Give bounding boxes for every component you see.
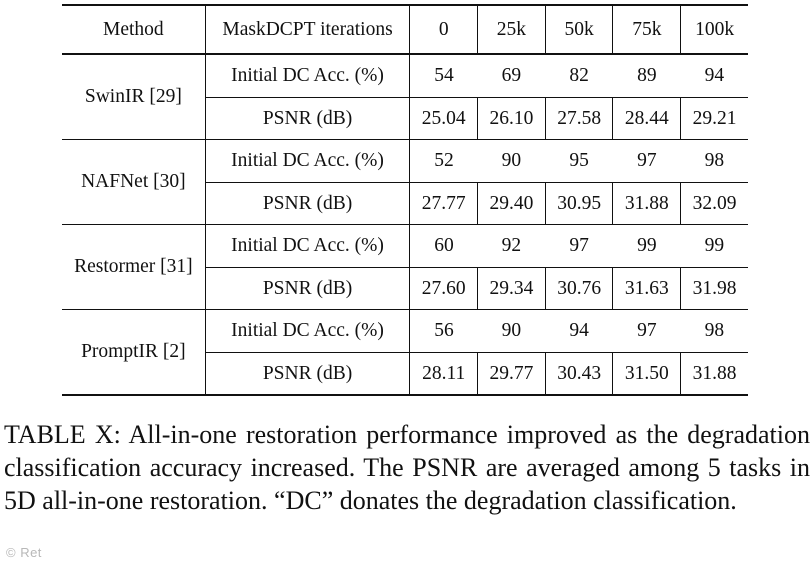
table-cell: 95 bbox=[545, 139, 613, 183]
results-table-container: Method MaskDCPT iterations 0 25k 50k 75k… bbox=[62, 4, 748, 396]
method-group-promptir: PromptIR [2] Initial DC Acc. (%) 56 90 9… bbox=[62, 309, 748, 396]
method-group-swinir: SwinIR [29] Initial DC Acc. (%) 54 69 82… bbox=[62, 54, 748, 140]
table-cell: 98 bbox=[680, 309, 748, 353]
header-iteration: 100k bbox=[680, 4, 748, 55]
method-group-restormer: Restormer [31] Initial DC Acc. (%) 60 92… bbox=[62, 224, 748, 310]
table-cell: 25.04 bbox=[409, 97, 478, 140]
table-cell: 27.77 bbox=[409, 182, 478, 225]
table-cell: 97 bbox=[612, 309, 681, 353]
method-group-nafnet: NAFNet [30] Initial DC Acc. (%) 52 90 95… bbox=[62, 139, 748, 225]
table-cell: 90 bbox=[477, 139, 546, 183]
method-name: NAFNet [30] bbox=[62, 139, 206, 225]
header-iteration: 50k bbox=[544, 4, 613, 55]
table-cell: 94 bbox=[545, 309, 613, 353]
table-cell: 69 bbox=[477, 54, 546, 98]
header-iteration: 0 bbox=[409, 4, 478, 55]
table-cell: 30.95 bbox=[544, 182, 613, 225]
table-cell: 31.98 bbox=[680, 267, 748, 310]
metric-label-psnr: PSNR (dB) bbox=[204, 267, 411, 310]
header-maskdcpt-iterations: MaskDCPT iterations bbox=[204, 4, 411, 55]
table-cell: 52 bbox=[409, 139, 478, 183]
table-cell: 56 bbox=[409, 309, 478, 353]
results-table: Method MaskDCPT iterations 0 25k 50k 75k… bbox=[62, 4, 748, 396]
table-row-acc: SwinIR [29] Initial DC Acc. (%) 54 69 82… bbox=[62, 54, 748, 140]
table-caption: TABLE X: All-in-one restoration performa… bbox=[4, 420, 810, 515]
table-cell: 97 bbox=[545, 224, 613, 268]
table-row-acc: PromptIR [2] Initial DC Acc. (%) 56 90 9… bbox=[62, 309, 748, 396]
table-cell: 28.44 bbox=[612, 97, 681, 140]
table-cell: 31.63 bbox=[612, 267, 681, 310]
method-name: SwinIR [29] bbox=[62, 54, 206, 140]
table-cell: 94 bbox=[680, 54, 748, 98]
method-name: Restormer [31] bbox=[62, 224, 206, 310]
metric-label-acc: Initial DC Acc. (%) bbox=[204, 54, 411, 98]
table-cell: 99 bbox=[680, 224, 748, 268]
table-cell: 26.10 bbox=[477, 97, 546, 140]
table-cell: 29.34 bbox=[477, 267, 546, 310]
table-cell: 31.88 bbox=[612, 182, 681, 225]
table-cell: 54 bbox=[409, 54, 478, 98]
metric-label-acc: Initial DC Acc. (%) bbox=[204, 224, 411, 268]
metric-label-acc: Initial DC Acc. (%) bbox=[204, 139, 411, 183]
table-cell: 30.43 bbox=[544, 352, 613, 396]
table-cell: 29.21 bbox=[680, 97, 748, 140]
table-row-acc: Restormer [31] Initial DC Acc. (%) 60 92… bbox=[62, 224, 748, 310]
header-iteration: 25k bbox=[477, 4, 546, 55]
method-name: PromptIR [2] bbox=[62, 309, 206, 396]
table-cell: 27.58 bbox=[544, 97, 613, 140]
table-cell: 31.50 bbox=[612, 352, 681, 396]
table-header-row: Method MaskDCPT iterations 0 25k 50k 75k… bbox=[62, 4, 748, 55]
table-row-psnr: PSNR (dB) 27.77 29.40 30.95 31.88 32.09 bbox=[62, 182, 748, 225]
watermark: © Ret bbox=[6, 545, 42, 560]
header-iteration: 75k bbox=[612, 4, 681, 55]
table-cell: 27.60 bbox=[409, 267, 478, 310]
table-cell: 29.40 bbox=[477, 182, 546, 225]
table-cell: 98 bbox=[680, 139, 748, 183]
table-cell: 90 bbox=[477, 309, 546, 353]
metric-label-psnr: PSNR (dB) bbox=[204, 352, 411, 396]
table-cell: 89 bbox=[612, 54, 681, 98]
table-cell: 30.76 bbox=[544, 267, 613, 310]
table-row-psnr: PSNR (dB) 25.04 26.10 27.58 28.44 29.21 bbox=[62, 97, 748, 140]
table-row-psnr: PSNR (dB) 28.11 29.77 30.43 31.50 31.88 bbox=[62, 352, 748, 396]
table-cell: 60 bbox=[409, 224, 478, 268]
table-row-psnr: PSNR (dB) 27.60 29.34 30.76 31.63 31.98 bbox=[62, 267, 748, 310]
table-cell: 32.09 bbox=[680, 182, 748, 225]
header-method: Method bbox=[62, 4, 206, 55]
table-cell: 97 bbox=[612, 139, 681, 183]
table-cell: 29.77 bbox=[477, 352, 546, 396]
table-cell: 28.11 bbox=[409, 352, 478, 396]
table-cell: 92 bbox=[477, 224, 546, 268]
table-cell: 99 bbox=[612, 224, 681, 268]
table-cell: 31.88 bbox=[680, 352, 748, 396]
metric-label-psnr: PSNR (dB) bbox=[204, 182, 411, 225]
table-row-acc: NAFNet [30] Initial DC Acc. (%) 52 90 95… bbox=[62, 139, 748, 225]
table-cell: 82 bbox=[545, 54, 613, 98]
metric-label-acc: Initial DC Acc. (%) bbox=[204, 309, 411, 353]
metric-label-psnr: PSNR (dB) bbox=[204, 97, 411, 140]
